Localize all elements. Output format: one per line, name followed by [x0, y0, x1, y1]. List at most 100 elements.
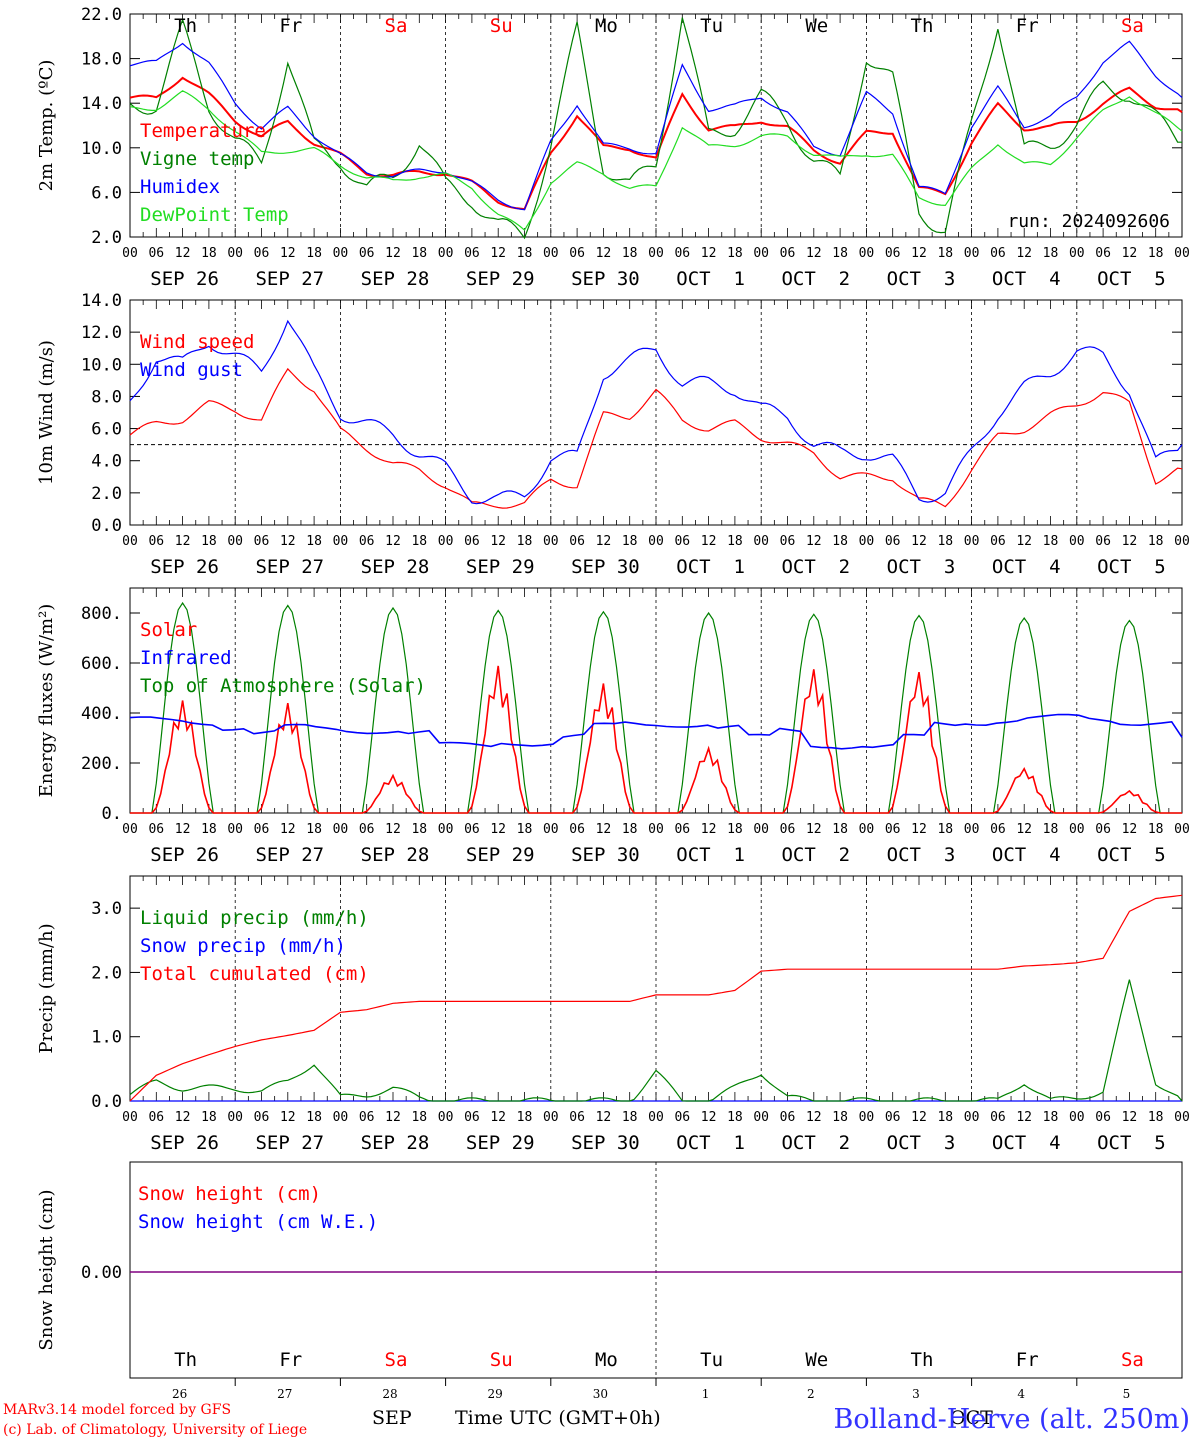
hour-label: 18 — [937, 534, 953, 549]
footer-axis-title: Time UTC (GMT+0h) — [455, 1407, 661, 1429]
date-label: SEP 28 — [361, 268, 430, 290]
hour-label: 18 — [832, 246, 848, 261]
hour-label: 18 — [411, 1110, 427, 1125]
plot-frame — [129, 299, 1183, 526]
date-label: OCT 1 — [676, 844, 745, 866]
legend-entry: Wind speed — [140, 331, 254, 353]
hour-label: 12 — [911, 1110, 927, 1125]
footer-month-right: OCT — [950, 1407, 993, 1429]
hour-label: 12 — [1016, 534, 1032, 549]
hour-label: 00 — [753, 822, 769, 837]
hour-label: 00 — [333, 1110, 349, 1125]
legend-entry: Top of Atmosphere (Solar) — [140, 675, 426, 697]
station-name: Bolland-Herve (alt. 250m) — [834, 1404, 1190, 1435]
hour-label: 06 — [674, 246, 690, 261]
hour-label: 06 — [885, 534, 901, 549]
y-tick-label: 0. — [102, 804, 122, 824]
hour-label: 18 — [832, 1110, 848, 1125]
weekday-label: Tu — [700, 15, 723, 37]
date-label: OCT 5 — [1097, 1132, 1166, 1154]
hour-label: 18 — [727, 534, 743, 549]
date-label: SEP 28 — [361, 1132, 430, 1154]
date-label: OCT 1 — [676, 1132, 745, 1154]
y-tick-label: 6.0 — [91, 183, 122, 203]
hour-label: 06 — [148, 1110, 164, 1125]
weekday-label: Sa — [1121, 15, 1144, 37]
y-axis-label: Precip (mm/h) — [36, 923, 57, 1053]
hour-label: 18 — [306, 246, 322, 261]
hour-label: 06 — [254, 822, 270, 837]
hour-label: 12 — [701, 246, 717, 261]
hour-label: 18 — [1043, 1110, 1059, 1125]
hour-label: 12 — [1016, 246, 1032, 261]
hour-label: 06 — [990, 534, 1006, 549]
hour-label: 06 — [674, 1110, 690, 1125]
hour-label: 12 — [490, 246, 506, 261]
date-label: OCT 1 — [676, 268, 745, 290]
plot-frame — [129, 587, 1183, 814]
hour-label: 00 — [438, 534, 454, 549]
day-number: 4 — [1017, 1387, 1025, 1401]
hour-label: 00 — [648, 822, 664, 837]
date-label: SEP 27 — [255, 1132, 324, 1154]
hour-label: 18 — [1148, 534, 1164, 549]
day-number: 27 — [277, 1387, 292, 1401]
legend-entry: Snow height (cm W.E.) — [138, 1211, 378, 1233]
date-label: OCT 2 — [781, 844, 850, 866]
hour-label: 12 — [490, 822, 506, 837]
legend-entry: Wind gust — [140, 359, 243, 381]
day-number: 5 — [1123, 1387, 1131, 1401]
hour-label: 06 — [990, 822, 1006, 837]
hour-label: 18 — [622, 534, 638, 549]
hour-label: 00 — [438, 246, 454, 261]
hour-label: 06 — [569, 1110, 585, 1125]
hour-label: 00 — [1069, 534, 1085, 549]
hour-label: 00 — [1174, 1110, 1190, 1125]
hour-label: 18 — [517, 822, 533, 837]
day-number: 1 — [702, 1387, 710, 1401]
hour-label: 06 — [359, 534, 375, 549]
hour-label: 18 — [727, 246, 743, 261]
hour-label: 06 — [1095, 246, 1111, 261]
y-tick-label: 800. — [81, 604, 122, 624]
weekday-label: Th — [911, 15, 934, 37]
hour-label: 18 — [411, 534, 427, 549]
hour-label: 06 — [1095, 822, 1111, 837]
hour-label: 18 — [201, 1110, 217, 1125]
weekday-label: We — [805, 15, 828, 37]
hour-label: 12 — [175, 822, 191, 837]
y-tick-label: 2.0 — [91, 963, 122, 983]
y-tick-label: 2.0 — [91, 484, 122, 504]
hour-label: 18 — [411, 246, 427, 261]
series-line-liquid-precip — [129, 979, 1183, 1102]
weekday-label: Fr — [1016, 15, 1039, 37]
y-axis-label: Snow height (cm) — [36, 1189, 57, 1350]
hour-label: 00 — [964, 1110, 980, 1125]
hour-label: 00 — [1174, 822, 1190, 837]
hour-label: 12 — [385, 534, 401, 549]
date-label: SEP 30 — [571, 556, 640, 578]
hour-label: 18 — [201, 534, 217, 549]
hour-label: 18 — [727, 822, 743, 837]
hour-label: 06 — [148, 822, 164, 837]
hour-label: 00 — [227, 534, 243, 549]
weekday-label: Mo — [595, 1349, 618, 1371]
hour-label: 18 — [306, 822, 322, 837]
hour-label: 18 — [622, 1110, 638, 1125]
hour-label: 06 — [359, 1110, 375, 1125]
hour-label: 06 — [780, 822, 796, 837]
hour-label: 12 — [1016, 822, 1032, 837]
date-label: OCT 5 — [1097, 268, 1166, 290]
hour-label: 00 — [122, 1110, 138, 1125]
hour-label: 18 — [517, 1110, 533, 1125]
day-number: 26 — [172, 1387, 187, 1401]
weekday-label: We — [805, 1349, 828, 1371]
series-line-dewpoint-temp — [129, 90, 1183, 232]
hour-label: 12 — [911, 534, 927, 549]
weekday-label: Su — [490, 1349, 513, 1371]
hour-label: 00 — [859, 822, 875, 837]
hour-label: 12 — [280, 246, 296, 261]
legend-entry: DewPoint Temp — [140, 204, 289, 226]
hour-label: 06 — [569, 534, 585, 549]
hour-label: 00 — [1069, 822, 1085, 837]
